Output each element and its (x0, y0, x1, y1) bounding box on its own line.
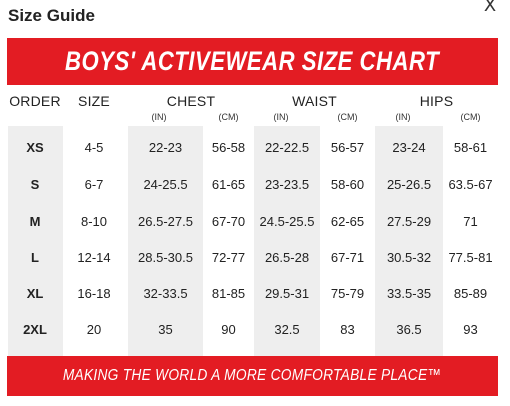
shade-hips-in (375, 126, 443, 356)
header-waist: WAIST (292, 93, 337, 109)
unit-hips-in: (IN) (395, 112, 411, 122)
cell-size: 16-18 (77, 286, 111, 301)
cell-chest-in: 35 (158, 322, 173, 337)
table-row: XL 16-18 32-33.5 81-85 29.5-31 75-79 33.… (7, 276, 498, 312)
header-size: SIZE (78, 93, 110, 109)
cell-waist-in: 23-23.5 (264, 177, 310, 192)
cell-waist-cm: 56-57 (330, 140, 365, 155)
cell-waist-cm: 83 (340, 322, 355, 337)
shade-chest-in (128, 126, 203, 356)
cell-hips-in: 25-26.5 (386, 177, 432, 192)
cell-chest-cm: 81-85 (211, 286, 246, 301)
unit-chest-in: (IN) (151, 112, 167, 122)
cell-hips-in: 36.5 (396, 322, 422, 337)
chart-title: BOYS' ACTIVEWEAR SIZE CHART (65, 46, 440, 76)
table-row: S 6-7 24-25.5 61-65 23-23.5 58-60 25-26.… (7, 167, 498, 203)
cell-chest-cm: 56-58 (211, 140, 246, 155)
modal-title: Size Guide (8, 6, 95, 25)
table-row: 2XL 20 35 90 32.5 83 36.5 93 (7, 312, 498, 348)
cell-order: M (29, 214, 41, 229)
size-chart: BOYS' ACTIVEWEAR SIZE CHART ORDER SIZE C… (7, 38, 498, 396)
cell-order: XL (26, 286, 44, 301)
cell-hips-cm: 85-89 (453, 286, 488, 301)
cell-hips-cm: 77.5-81 (448, 250, 493, 265)
header-hips: HIPS (419, 93, 454, 109)
cell-size: 4-5 (84, 140, 104, 155)
cell-chest-cm: 61-65 (211, 177, 246, 192)
cell-waist-in: 32.5 (274, 322, 300, 337)
unit-waist-cm: (CM) (337, 112, 358, 122)
cell-hips-in: 27.5-29 (386, 214, 432, 229)
cell-hips-cm: 58-61 (453, 140, 488, 155)
table-header-row: ORDER SIZE CHEST WAIST HIPS (7, 93, 498, 113)
unit-hips-cm: (CM) (460, 112, 481, 122)
footer-slogan: MAKING THE WORLD A MORE COMFORTABLE PLAC… (63, 367, 442, 384)
cell-waist-cm: 75-79 (330, 286, 365, 301)
cell-waist-cm: 62-65 (330, 214, 365, 229)
cell-chest-cm: 90 (221, 322, 236, 337)
cell-waist-in: 26.5-28 (264, 250, 310, 265)
header-chest: CHEST (166, 93, 216, 109)
cell-hips-in: 23-24 (392, 140, 426, 155)
cell-order: XS (26, 140, 44, 155)
footer-banner: MAKING THE WORLD A MORE COMFORTABLE PLAC… (7, 356, 498, 396)
shade-order (8, 126, 63, 356)
cell-waist-in: 22-22.5 (264, 140, 310, 155)
cell-waist-in: 24.5-25.5 (259, 214, 315, 229)
cell-waist-cm: 67-71 (330, 250, 365, 265)
cell-hips-cm: 71 (463, 214, 478, 229)
table-unit-row: (IN) (CM) (IN) (CM) (IN) (CM) (7, 112, 498, 126)
unit-chest-cm: (CM) (218, 112, 239, 122)
cell-hips-in: 30.5-32 (386, 250, 432, 265)
cell-order: S (30, 177, 40, 192)
header-order: ORDER (9, 93, 61, 109)
cell-chest-in: 32-33.5 (143, 286, 188, 301)
unit-waist-in: (IN) (273, 112, 289, 122)
cell-size: 6-7 (84, 177, 104, 192)
cell-order: 2XL (23, 322, 47, 337)
cell-size: 12-14 (77, 250, 111, 265)
cell-chest-cm: 72-77 (211, 250, 246, 265)
close-button[interactable]: X (483, 0, 497, 16)
shade-waist-in (254, 126, 320, 356)
table-body: XS 4-5 22-23 56-58 22-22.5 56-57 23-24 5… (7, 126, 498, 356)
cell-chest-in: 22-23 (148, 140, 183, 155)
cell-hips-cm: 93 (463, 322, 478, 337)
table-row: M 8-10 26.5-27.5 67-70 24.5-25.5 62-65 2… (7, 204, 498, 240)
cell-waist-cm: 58-60 (330, 177, 365, 192)
chart-title-banner: BOYS' ACTIVEWEAR SIZE CHART (7, 38, 498, 85)
cell-chest-in: 28.5-30.5 (138, 250, 193, 265)
cell-order: L (31, 250, 39, 265)
table-row: L 12-14 28.5-30.5 72-77 26.5-28 67-71 30… (7, 240, 498, 276)
cell-waist-in: 29.5-31 (264, 286, 310, 301)
table-row: XS 4-5 22-23 56-58 22-22.5 56-57 23-24 5… (7, 130, 498, 166)
cell-chest-cm: 67-70 (211, 214, 246, 229)
cell-hips-in: 33.5-35 (386, 286, 432, 301)
cell-size: 20 (86, 322, 102, 337)
cell-chest-in: 26.5-27.5 (138, 214, 193, 229)
cell-hips-cm: 63.5-67 (448, 177, 493, 192)
cell-chest-in: 24-25.5 (143, 177, 188, 192)
cell-size: 8-10 (80, 214, 108, 229)
